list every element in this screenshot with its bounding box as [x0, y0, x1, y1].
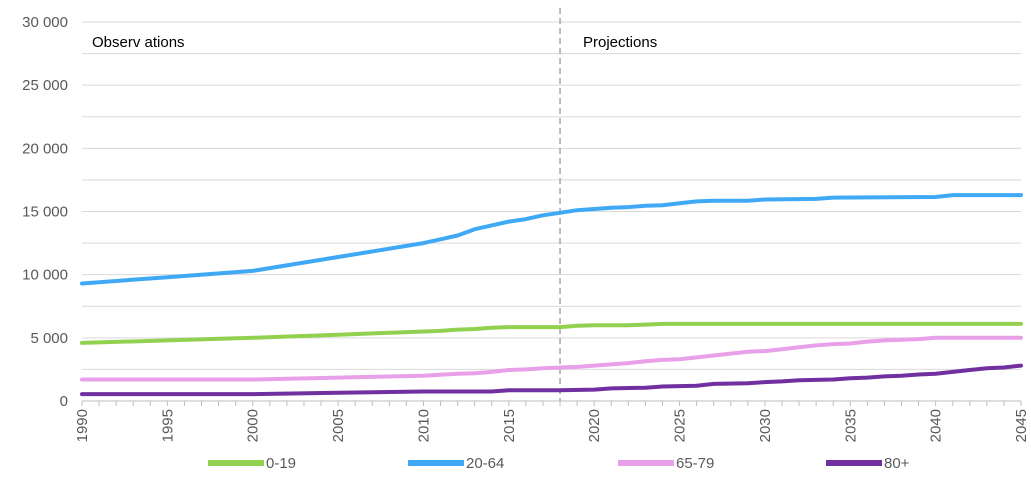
legend-label: 80+ [884, 455, 910, 472]
legend-label: 65-79 [676, 455, 714, 472]
x-tick-label: 1995 [159, 409, 176, 442]
x-tick-label: 1990 [74, 409, 91, 442]
x-tick-label: 2005 [330, 409, 347, 442]
y-tick-label: 0 [60, 393, 68, 410]
series-line-0-19 [80, 321, 1023, 345]
x-tick-label: 2015 [501, 409, 518, 442]
y-tick-label: 10 000 [22, 267, 68, 284]
y-tick-label: 20 000 [22, 140, 68, 157]
y-tick-label: 5 000 [30, 330, 68, 347]
y-tick-label: 30 000 [22, 14, 68, 31]
legend-label: 0-19 [266, 455, 296, 472]
series-line-20-64 [80, 193, 1023, 286]
series-line-65-79 [80, 335, 1023, 382]
x-tick-label: 2010 [415, 409, 432, 442]
x-tick-labels: 1990 1995 2000 2005 2010 2015 2020 2025 2030 2035… [74, 409, 1030, 442]
x-tick-label: 2030 [757, 409, 774, 442]
legend: 0-19 20-64 65-79 80+ [208, 455, 910, 472]
axes [81, 400, 1022, 406]
legend-label: 20-64 [466, 455, 504, 472]
annotation-observations: Observ ations [92, 34, 185, 51]
x-tick-label: 2035 [842, 409, 859, 442]
x-tick-label: 2025 [672, 409, 689, 442]
series-line-80+ [80, 363, 1023, 397]
x-tick-label: 2020 [586, 409, 603, 442]
annotation-projections: Projections [583, 34, 657, 51]
series-lines [80, 193, 1023, 397]
y-tick-label: 15 000 [22, 204, 68, 221]
y-tick-labels: 0 5 000 10 000 15 000 20 000 25 000 30 000 [22, 14, 68, 410]
x-tick-label: 2000 [245, 409, 262, 442]
x-tick-label: 2040 [928, 409, 945, 442]
y-tick-label: 25 000 [22, 77, 68, 94]
x-tick-label: 2045 [1013, 409, 1030, 442]
